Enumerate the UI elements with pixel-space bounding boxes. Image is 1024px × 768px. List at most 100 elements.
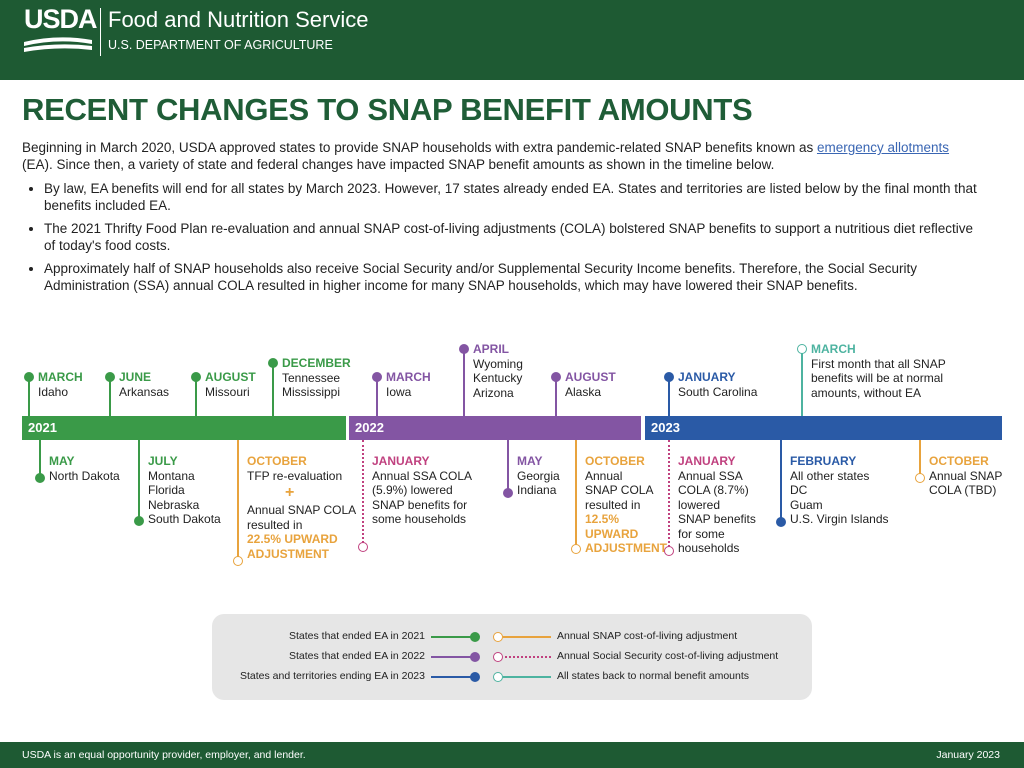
shape xyxy=(109,377,111,416)
header-band: USDA Food and Nutrition Service U.S. DEP… xyxy=(0,0,1024,80)
event-month: OCTOBER xyxy=(929,454,989,468)
shape xyxy=(668,377,670,416)
event-month: AUGUST xyxy=(565,370,616,384)
legend-symbol xyxy=(493,632,503,642)
year-label: 2022 xyxy=(355,420,384,435)
event-text: Florida xyxy=(148,483,185,497)
event-text: Annual SSA xyxy=(678,468,743,483)
event-month: FEBRUARY xyxy=(790,454,857,468)
logo: USDA xyxy=(24,4,98,34)
event-text: Kentucky xyxy=(473,371,523,385)
shape xyxy=(358,542,368,552)
event-month: JUNE xyxy=(119,370,152,384)
event-text: All other states xyxy=(790,468,870,483)
footer-band: USDA is an equal opportunity provider, e… xyxy=(0,742,1024,768)
event-text: lowered xyxy=(678,497,721,512)
shape xyxy=(237,440,239,561)
event-month: JANUARY xyxy=(678,370,736,384)
intro-text: (EA). Since then, a variety of state and… xyxy=(22,157,775,172)
event-text: for some xyxy=(678,526,725,541)
legend-symbol xyxy=(493,652,503,662)
legend-symbol xyxy=(431,656,473,658)
shape xyxy=(138,440,140,521)
event-text: Annual SNAP xyxy=(929,468,1003,483)
intro-link[interactable]: emergency allotments xyxy=(816,140,950,155)
event-text: resulted in xyxy=(247,517,303,532)
shape xyxy=(551,372,561,382)
event-highlight: 22.5% UPWARD xyxy=(247,532,338,546)
bullet: By law, EA benefits will end for all sta… xyxy=(44,180,979,214)
shape xyxy=(503,488,513,498)
event-highlight: 12.5% xyxy=(585,512,620,526)
event-text: Montana xyxy=(148,468,195,483)
event: JANUARY South Carolina xyxy=(678,370,757,399)
shape xyxy=(668,440,670,551)
event: APRIL Wyoming Kentucky Arizona xyxy=(473,342,523,400)
event-text: South Dakota xyxy=(148,512,221,526)
legend-label: States that ended EA in 2021 xyxy=(288,630,425,642)
event-month: OCTOBER xyxy=(585,454,645,468)
event-highlight: ADJUSTMENT xyxy=(247,546,330,561)
event-highlight: UPWARD xyxy=(585,526,639,541)
event: AUGUST Missouri xyxy=(205,370,256,399)
event-month: OCTOBER xyxy=(247,454,307,468)
event-text: Annual xyxy=(585,468,623,483)
shape xyxy=(372,372,382,382)
shape xyxy=(233,556,243,566)
shape xyxy=(776,517,786,527)
event-text: Annual SSA COLA xyxy=(372,468,473,483)
event-month: DECEMBER xyxy=(282,356,351,370)
legend-symbol xyxy=(503,676,551,678)
legend-symbol xyxy=(431,636,473,638)
legend-symbol xyxy=(493,672,503,682)
shape xyxy=(268,358,278,368)
event: MARCH First month that all SNAP benefits w… xyxy=(811,342,946,400)
event-text: households xyxy=(678,541,740,555)
event: FEBRUARY All other states DC Guam U.S. Virgi… xyxy=(790,454,889,527)
shape xyxy=(191,372,201,382)
shape xyxy=(575,440,577,549)
event-text: Alaska xyxy=(565,384,602,399)
event-month: MAY xyxy=(517,454,543,468)
event-text: resulted in xyxy=(585,497,641,512)
event-month: AUGUST xyxy=(205,370,256,384)
event-month: MARCH xyxy=(811,342,856,356)
legend-items: States that ended EA in 2021 States that … xyxy=(240,630,778,682)
shape xyxy=(105,372,115,382)
event-month: MAY xyxy=(49,454,75,468)
year-label: 2021 xyxy=(28,420,57,435)
legend-label: States that ended EA in 2022 xyxy=(288,650,425,662)
event: JUNE Arkansas xyxy=(119,370,169,399)
event-text: First month that all SNAP xyxy=(811,356,946,371)
event-text: Iowa xyxy=(386,384,412,399)
shape xyxy=(195,377,197,416)
event-text: South Carolina xyxy=(678,384,758,399)
shape xyxy=(376,377,378,416)
event: JANUARY Annual SSA COLA (8.7%) lowered SNAP … xyxy=(678,454,756,556)
event-text: Missouri xyxy=(205,384,250,399)
shape xyxy=(664,372,674,382)
shape xyxy=(780,440,782,522)
event-text: Wyoming xyxy=(473,356,523,371)
legend-label: Annual SNAP cost-of-living adjustment xyxy=(557,630,738,642)
legend-symbol xyxy=(505,656,551,658)
shape xyxy=(349,416,641,440)
event-month: APRIL xyxy=(473,342,509,356)
event-plus: + xyxy=(285,484,295,501)
event-month: JULY xyxy=(148,454,178,468)
event-text: TFP re-evaluation xyxy=(247,468,343,483)
event-text: Nebraska xyxy=(148,497,200,512)
event-text: Indiana xyxy=(517,483,557,497)
event: JULY Montana Florida Nebraska South Dakota xyxy=(148,454,221,527)
event: AUGUST Alaska xyxy=(565,370,616,399)
event-text: Tennessee xyxy=(282,370,341,385)
event-text: Annual SNAP COLA xyxy=(247,503,357,517)
shape xyxy=(134,516,144,526)
legend-symbol xyxy=(470,672,480,682)
event-text: North Dakota xyxy=(49,468,120,483)
shape xyxy=(919,440,921,478)
department: U.S. DEPARTMENT OF AGRICULTURE xyxy=(108,38,333,52)
shape xyxy=(28,377,30,416)
event: OCTOBER TFP re-evaluation + Annual SNAP COL… xyxy=(247,454,356,561)
